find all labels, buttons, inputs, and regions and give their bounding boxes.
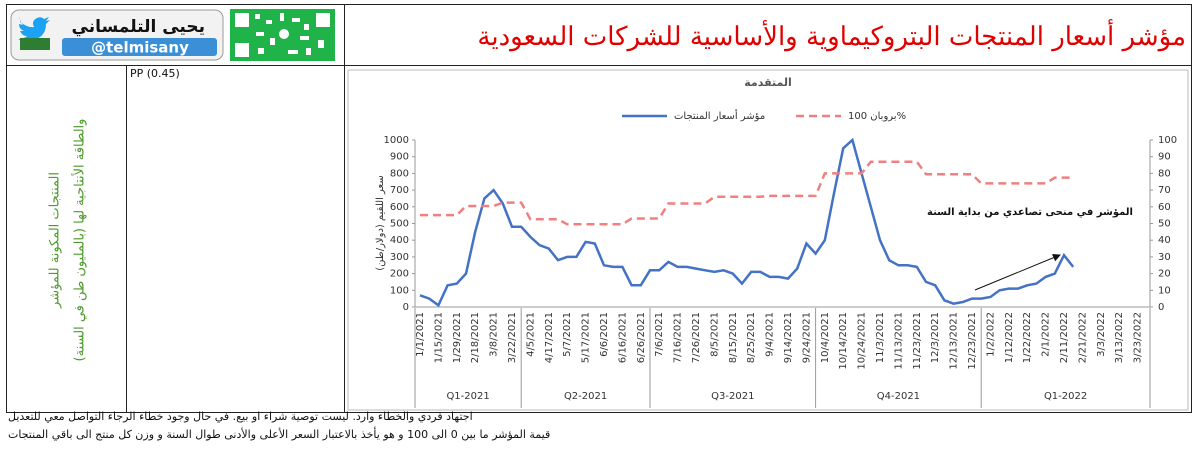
- x-tick-label: 11/13/2021: [893, 312, 904, 370]
- x-tick-label: 3/3/2022: [1096, 312, 1107, 357]
- x-tick-label: 4/5/2021: [525, 312, 536, 357]
- x-tick-label: 2/21/2022: [1077, 312, 1088, 363]
- y-tick-label: 500: [390, 219, 409, 230]
- x-tick-label: 5/7/2021: [562, 312, 573, 357]
- x-tick-label: 1/15/2021: [433, 312, 444, 363]
- y-tick-label: 600: [390, 202, 409, 213]
- y2-tick-label: 100: [1158, 135, 1177, 146]
- x-tick-label: 8/25/2021: [746, 312, 757, 363]
- y2-tick-label: 60: [1158, 202, 1171, 213]
- flag-icon: [20, 38, 50, 50]
- y-tick-label: 700: [390, 185, 409, 196]
- y-axis-label: سعر اللقيم (دولار/طن): [375, 175, 386, 271]
- legend-label: بروبان 100%: [848, 111, 906, 122]
- y2-tick-label: 0: [1158, 302, 1164, 313]
- x-tick-label: 2/11/2022: [1059, 312, 1070, 363]
- quarter-label: Q1-2021: [446, 391, 489, 402]
- x-tick-label: 7/26/2021: [691, 312, 702, 363]
- author-handle: @telmisany: [91, 39, 189, 57]
- x-tick-label: 6/6/2021: [599, 312, 610, 357]
- footer-line: اجتهاد فردي والخطاء وارد. ليست توصية شرا…: [8, 410, 473, 423]
- author-name: يحيى التلمساني: [72, 17, 205, 37]
- y2-tick-label: 20: [1158, 269, 1171, 280]
- y2-tick-label: 40: [1158, 235, 1171, 246]
- y-tick-label: 300: [390, 252, 409, 263]
- y-tick-label: 100: [390, 285, 409, 296]
- quarter-label: Q4-2021: [877, 391, 920, 402]
- x-tick-label: 11/23/2021: [912, 312, 923, 370]
- y2-tick-label: 50: [1158, 219, 1171, 230]
- x-tick-label: 5/17/2021: [581, 312, 592, 363]
- x-tick-label: 2/1/2022: [1041, 312, 1052, 357]
- x-tick-label: 3/22/2021: [507, 312, 518, 363]
- y-tick-label: 900: [390, 152, 409, 163]
- x-tick-label: 9/14/2021: [783, 312, 794, 363]
- handle-bg: [62, 38, 217, 56]
- bird-icon: [18, 16, 50, 42]
- x-tick-label: 1/1/2021: [415, 312, 426, 357]
- y-tick-label: 0: [403, 302, 409, 313]
- x-tick-label: 2/18/2021: [470, 312, 481, 363]
- x-tick-label: 7/16/2021: [673, 312, 684, 363]
- y2-tick-label: 80: [1158, 168, 1171, 179]
- y-tick-label: 1000: [384, 135, 409, 146]
- y2-tick-label: 30: [1158, 252, 1171, 263]
- qr-pattern: [235, 13, 330, 57]
- x-tick-label: 12/23/2021: [967, 312, 978, 370]
- y2-tick-label: 10: [1158, 285, 1171, 296]
- series-line: [420, 160, 1074, 226]
- y-tick-label: 200: [390, 269, 409, 280]
- x-tick-label: 3/23/2022: [1133, 312, 1144, 363]
- series-line: [419, 137, 1075, 308]
- x-tick-label: 9/24/2021: [801, 312, 812, 363]
- quarter-label: Q1-2022: [1044, 391, 1087, 402]
- products-cell: [126, 65, 345, 413]
- x-tick-label: 10/14/2021: [838, 312, 849, 370]
- x-tick-label: 9/4/2021: [765, 312, 776, 357]
- x-tick-label: 3/13/2022: [1114, 312, 1125, 363]
- y2-tick-label: 90: [1158, 152, 1171, 163]
- x-tick-label: 12/13/2021: [949, 312, 960, 370]
- products-header: والطاقة الأنتاجية لها (بالمليون طن في ال…: [71, 119, 88, 362]
- y-tick-label: 400: [390, 235, 409, 246]
- chart-frame: [347, 69, 1189, 411]
- annotation-arrow: [974, 253, 1061, 291]
- product-item: PP (0.45): [130, 67, 180, 80]
- x-tick-label: 11/3/2021: [875, 312, 886, 363]
- chart-title: المتقدمة: [744, 76, 792, 89]
- x-tick-label: 1/12/2022: [1004, 312, 1015, 363]
- x-tick-label: 6/16/2021: [617, 312, 628, 363]
- y2-tick-label: 70: [1158, 185, 1171, 196]
- x-tick-label: 1/2/2022: [985, 312, 996, 357]
- x-tick-label: 4/17/2021: [544, 312, 555, 363]
- page-title: مؤشر أسعار المنتجات البتروكيماوية والأسا…: [477, 18, 1186, 52]
- x-tick-label: 8/5/2021: [709, 312, 720, 357]
- x-tick-label: 10/24/2021: [857, 312, 868, 370]
- x-tick-label: 6/26/2021: [636, 312, 647, 363]
- x-tick-label: 8/15/2021: [728, 312, 739, 363]
- x-tick-label: 1/22/2022: [1022, 312, 1033, 363]
- legend-label: مؤشر أسعار المنتجات: [674, 109, 765, 122]
- x-tick-label: 1/29/2021: [452, 312, 463, 363]
- x-tick-label: 3/8/2021: [489, 312, 500, 357]
- footer-line: قيمة المؤشر ما بين 0 الى 100 و هو يأخذ ب…: [8, 428, 551, 441]
- products-header: المنتجات المكونة للمؤشر: [48, 172, 63, 309]
- quarter-label: Q3-2021: [711, 391, 754, 402]
- x-tick-label: 12/3/2021: [930, 312, 941, 363]
- quarter-label: Q2-2021: [564, 391, 607, 402]
- x-tick-label: 7/6/2021: [654, 312, 665, 357]
- table-frame: [6, 65, 1192, 413]
- annotation: المؤشر في منحى تصاعدي من بداية السنة: [927, 207, 1133, 218]
- x-tick-label: 10/4/2021: [820, 312, 831, 363]
- y-tick-label: 800: [390, 168, 409, 179]
